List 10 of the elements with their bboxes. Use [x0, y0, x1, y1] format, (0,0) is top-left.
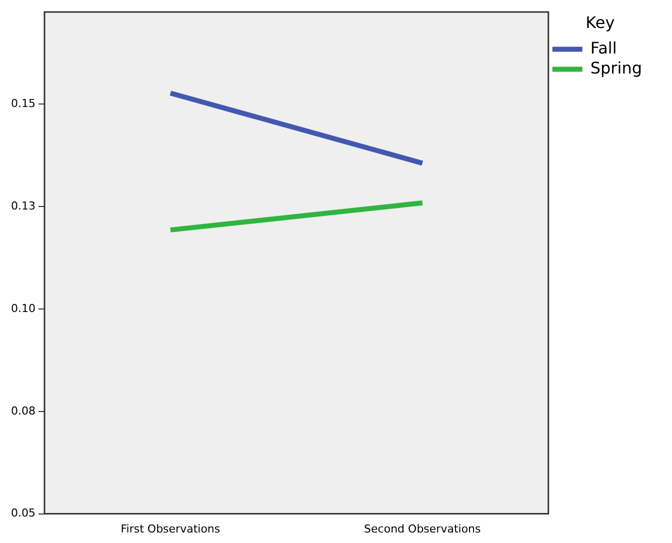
- y-tick-label: 0.13: [10, 199, 36, 212]
- y-tick-label: 0.05: [10, 506, 36, 520]
- x-tick-label: Second Observations: [364, 522, 482, 536]
- y-tick-label: 0.15: [10, 97, 36, 110]
- legend-title: Key: [586, 13, 615, 32]
- y-tick-label: 0.10: [10, 302, 36, 315]
- x-tick-label: First Observations: [120, 522, 220, 536]
- y-tick-label: 0.08: [10, 404, 36, 418]
- legend-label: Spring: [590, 58, 642, 78]
- legend-label: Fall: [590, 38, 617, 58]
